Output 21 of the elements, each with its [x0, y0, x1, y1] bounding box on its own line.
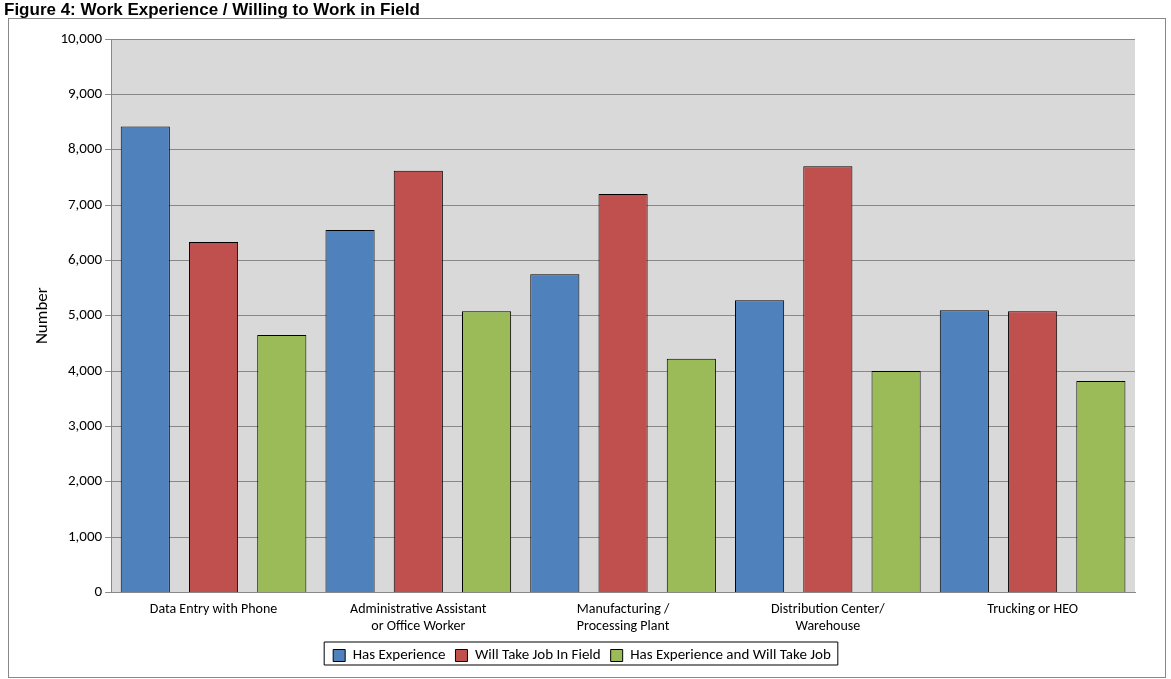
- chart-title: Figure 4: Work Experience / Willing to Work in Field: [4, 0, 420, 20]
- y-tick-label: 2,000: [68, 471, 103, 490]
- y-tick-label: 3,000: [68, 416, 103, 435]
- y-tick-label: 1,000: [68, 526, 103, 545]
- legend-label: Will Take Job In Field: [474, 645, 601, 664]
- y-tick-label: 10,000: [60, 28, 103, 47]
- y-tick-label: 5,000: [68, 305, 103, 324]
- x-tick-label: Administrative Assistant or Office Worker: [350, 600, 487, 635]
- x-tick-label: Distribution Center/ Warehouse: [770, 600, 886, 635]
- x-tick-label: Trucking or HEO: [987, 600, 1079, 618]
- legend-label: Has Experience: [352, 645, 446, 664]
- y-tick-label: 7,000: [68, 194, 103, 213]
- y-tick-label: 4,000: [68, 360, 103, 379]
- y-tick-label: 6,000: [68, 250, 103, 269]
- x-tick-label: Data Entry with Phone: [149, 600, 278, 618]
- legend-label: Has Experience and Will Take Job: [630, 645, 831, 664]
- y-tick-label: 0: [94, 582, 103, 601]
- y-tick-label: 8,000: [68, 139, 103, 158]
- x-tick-label: Manufacturing / Processing Plant: [576, 600, 670, 635]
- y-tick-label: 9,000: [68, 84, 103, 103]
- y-axis-title: Number: [31, 287, 53, 345]
